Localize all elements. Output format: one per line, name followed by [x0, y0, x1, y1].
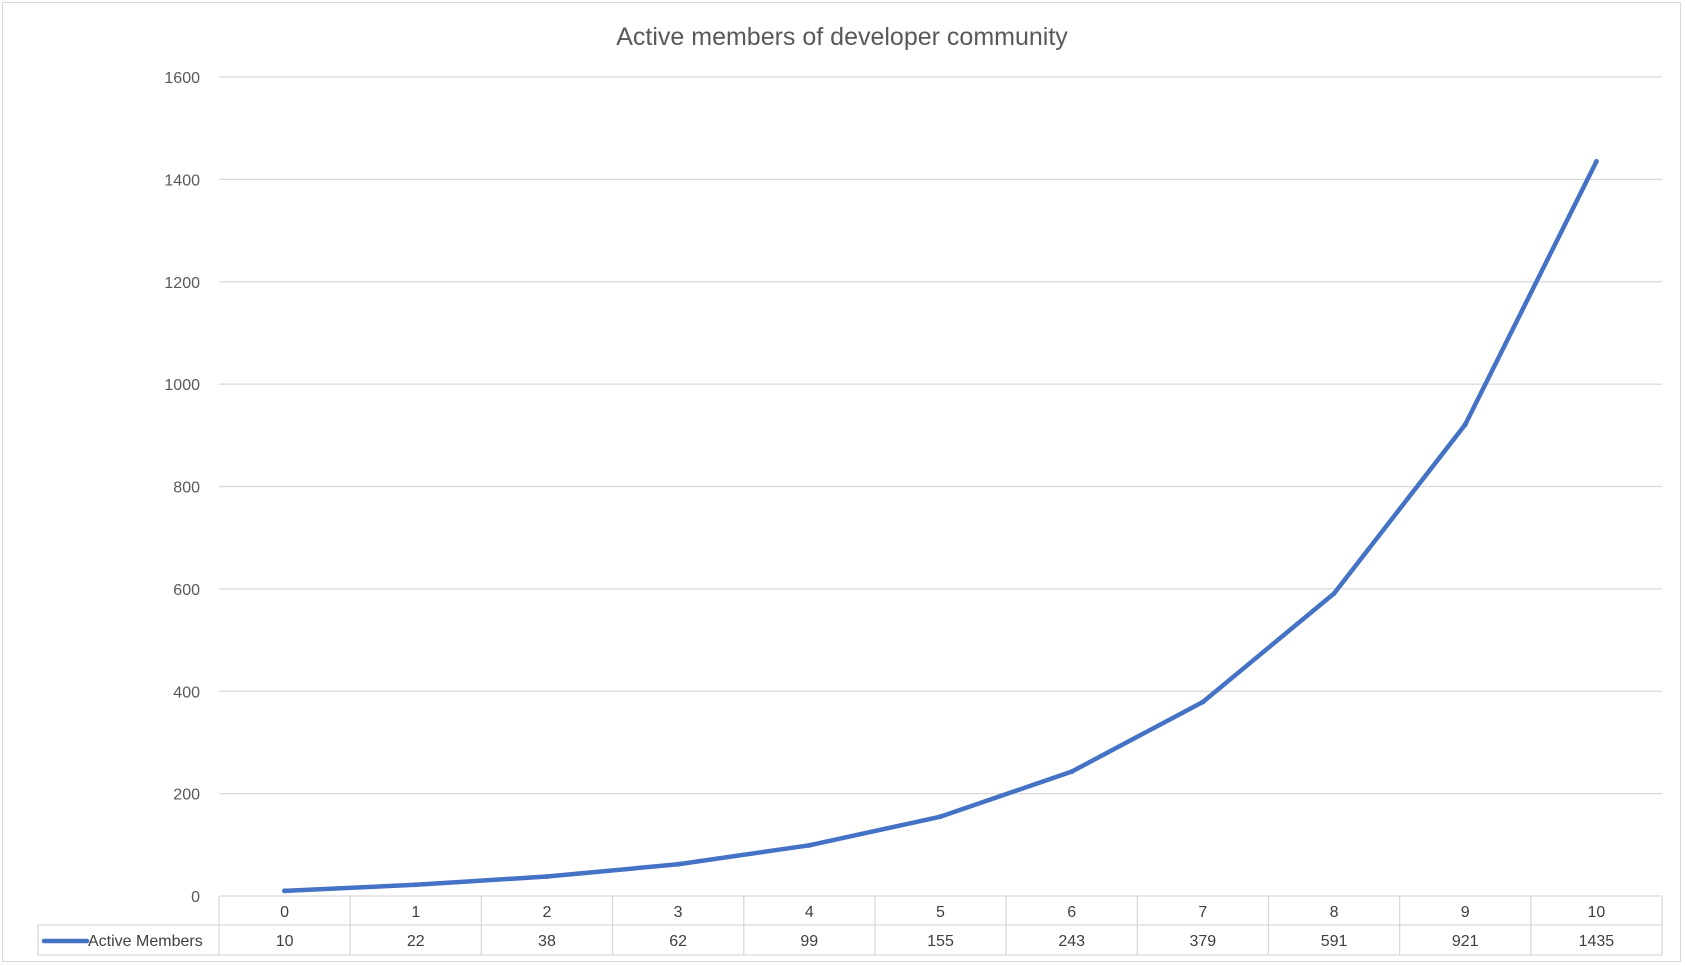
y-tick-label: 0 — [191, 889, 200, 906]
data-table-value: 591 — [1321, 933, 1348, 950]
chart-title: Active members of developer community — [616, 23, 1068, 51]
data-point — [544, 874, 550, 880]
data-point — [675, 861, 681, 867]
gridlines — [219, 76, 1662, 897]
x-tick-label: 1 — [411, 904, 420, 921]
data-point — [282, 888, 288, 894]
data-point — [806, 842, 812, 848]
data-point — [1462, 422, 1468, 428]
legend-label: Active Members — [88, 933, 203, 950]
data-point — [938, 814, 943, 820]
data-table: 0 1 2 3 4 5 6 7 8 9 10 Active Members 10 22 38 62 99 155 2… — [37, 896, 1663, 956]
y-tick-label: 200 — [173, 787, 200, 804]
y-tick-label: 1000 — [164, 377, 200, 394]
x-tick-label: 3 — [674, 904, 683, 921]
x-tick-label: 6 — [1067, 904, 1076, 921]
y-tick-label: 1200 — [164, 275, 200, 292]
data-point — [413, 882, 419, 888]
data-table-value: 38 — [538, 933, 556, 950]
data-table-value: 921 — [1452, 933, 1479, 950]
data-table-value: 22 — [407, 933, 425, 950]
data-point — [1331, 590, 1337, 596]
y-tick-label: 600 — [173, 582, 200, 599]
x-tick-label: 9 — [1461, 904, 1470, 921]
data-point — [1593, 158, 1599, 164]
data-table-value: 99 — [800, 933, 818, 950]
series-line-layer — [282, 158, 1599, 894]
y-tick-label: 400 — [173, 684, 200, 701]
x-tick-label: 4 — [805, 904, 814, 921]
y-tick-label: 1600 — [164, 70, 200, 87]
data-table-value: 10 — [276, 933, 294, 950]
x-tick-label: 7 — [1198, 904, 1207, 921]
x-tick-label: 5 — [936, 904, 945, 921]
data-table-value: 243 — [1058, 933, 1085, 950]
x-tick-label: 10 — [1588, 904, 1606, 921]
data-table-value: 62 — [669, 933, 687, 950]
data-table-value: 379 — [1190, 933, 1217, 950]
y-axis-ticks: 0 200 400 600 800 1000 1200 1400 1600 — [164, 70, 200, 906]
x-tick-label: 8 — [1330, 904, 1339, 921]
y-tick-label: 800 — [173, 480, 200, 497]
x-tick-label: 0 — [280, 904, 289, 921]
series-line — [282, 159, 1599, 894]
data-point — [1200, 699, 1206, 705]
data-point — [1069, 769, 1075, 775]
data-table-value: 1435 — [1579, 933, 1615, 950]
data-table-value: 155 — [927, 933, 954, 950]
y-tick-label: 1400 — [164, 172, 200, 189]
x-tick-label: 2 — [543, 904, 552, 921]
